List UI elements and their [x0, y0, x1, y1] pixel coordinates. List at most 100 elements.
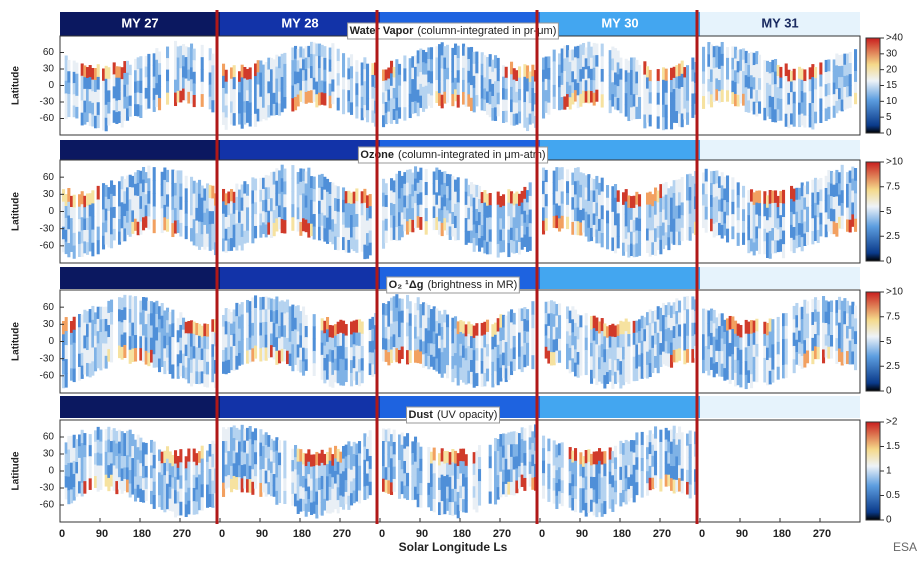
heatmap-cell	[398, 64, 401, 75]
heatmap-cell	[641, 458, 644, 472]
heatmap-cell	[123, 307, 126, 320]
heatmap-cell	[443, 476, 446, 489]
heatmap-cell	[753, 357, 756, 370]
heatmap-cell	[507, 216, 510, 230]
heatmap-cell	[123, 295, 126, 308]
heatmap-cell	[230, 427, 233, 440]
heatmap-cell	[566, 356, 569, 369]
heatmap-cell	[118, 442, 121, 454]
heatmap-cell	[465, 58, 468, 70]
heatmap-cell	[81, 113, 84, 126]
heatmap-cell	[619, 441, 622, 455]
heatmap-cell	[753, 333, 756, 346]
heatmap-cell	[459, 332, 462, 344]
heatmap-cell	[105, 356, 108, 369]
heatmap-cell	[363, 217, 366, 231]
heatmap-cell	[251, 177, 254, 191]
heatmap-cell	[411, 453, 414, 465]
heatmap-cell	[569, 495, 572, 508]
heatmap-cell	[627, 97, 630, 109]
heatmap-cell	[713, 79, 716, 91]
heatmap-cell	[390, 98, 393, 111]
heatmap-cell	[222, 362, 225, 374]
heatmap-cell	[441, 461, 444, 475]
heatmap-cell	[411, 173, 414, 185]
heatmap-cell	[769, 332, 772, 346]
heatmap-cell	[734, 334, 737, 348]
heatmap-cell	[646, 241, 649, 253]
heatmap-cell	[635, 60, 638, 72]
heatmap-cell	[307, 209, 310, 223]
heatmap-cell	[638, 194, 641, 207]
heatmap-cell	[811, 193, 814, 206]
heatmap-cell	[153, 468, 156, 482]
heatmap-cell	[89, 228, 92, 240]
heatmap-cell	[83, 77, 86, 89]
heatmap-cell	[129, 199, 132, 212]
heatmap-cell	[139, 68, 142, 81]
heatmap-cell	[521, 334, 524, 347]
heatmap-cell	[318, 93, 321, 106]
heatmap-cell	[678, 301, 681, 313]
heatmap-cell	[577, 181, 580, 195]
heatmap-cell	[209, 224, 212, 238]
heatmap-cell	[97, 440, 100, 453]
heatmap-cell	[651, 218, 654, 231]
heatmap-cell	[689, 457, 692, 471]
heatmap-cell	[603, 336, 606, 349]
heatmap-cell	[206, 196, 209, 209]
y-tick-label: 0	[48, 466, 54, 477]
heatmap-cell	[169, 475, 172, 487]
heatmap-cell	[499, 459, 502, 472]
heatmap-cell	[822, 336, 825, 350]
heatmap-cell	[371, 364, 374, 376]
heatmap-cell	[598, 461, 601, 474]
heatmap-cell	[299, 486, 302, 499]
heatmap-cell	[843, 298, 846, 312]
heatmap-cell	[729, 370, 732, 384]
heatmap-cell	[665, 69, 668, 82]
heatmap-cell	[446, 68, 449, 80]
heatmap-cell	[339, 496, 342, 507]
heatmap-cell	[513, 444, 516, 457]
heatmap-cell	[73, 83, 76, 95]
heatmap-cell	[275, 451, 278, 465]
heatmap-cell	[123, 479, 126, 491]
heatmap-cell	[281, 337, 284, 350]
heatmap-cell	[590, 190, 593, 203]
heatmap-cell	[297, 318, 300, 332]
heatmap-cell	[331, 67, 334, 80]
heatmap-cell	[267, 199, 270, 211]
heatmap-cell	[457, 190, 460, 203]
heatmap-cell	[107, 235, 110, 247]
heatmap-cell	[555, 327, 558, 339]
heatmap-cell	[502, 229, 505, 241]
heatmap-cell	[321, 330, 324, 343]
heatmap-cell	[465, 360, 468, 372]
heatmap-cell	[179, 210, 182, 224]
heatmap-cell	[366, 99, 369, 111]
heatmap-cell	[766, 323, 769, 336]
heatmap-cell	[337, 322, 340, 335]
heatmap-cell	[363, 245, 366, 259]
heatmap-cell	[609, 359, 612, 371]
heatmap-cell	[481, 323, 484, 336]
heatmap-cell	[806, 194, 809, 207]
heatmap-cell	[643, 61, 646, 75]
heatmap-cell	[710, 44, 713, 57]
heatmap-cell	[134, 309, 137, 322]
heatmap-cell	[81, 340, 84, 353]
heatmap-cell	[561, 493, 564, 506]
heatmap-cell	[126, 187, 129, 199]
heatmap-cell	[782, 190, 785, 204]
heatmap-cell	[65, 454, 68, 466]
heatmap-cell	[414, 166, 417, 179]
heatmap-cell	[409, 82, 412, 94]
heatmap-cell	[846, 54, 849, 65]
heatmap-cell	[225, 361, 228, 375]
heatmap-cell	[662, 197, 665, 211]
heatmap-cell	[745, 51, 748, 64]
heatmap-cell	[403, 184, 406, 196]
heatmap-cell	[851, 191, 854, 203]
heatmap-cell	[662, 80, 665, 93]
